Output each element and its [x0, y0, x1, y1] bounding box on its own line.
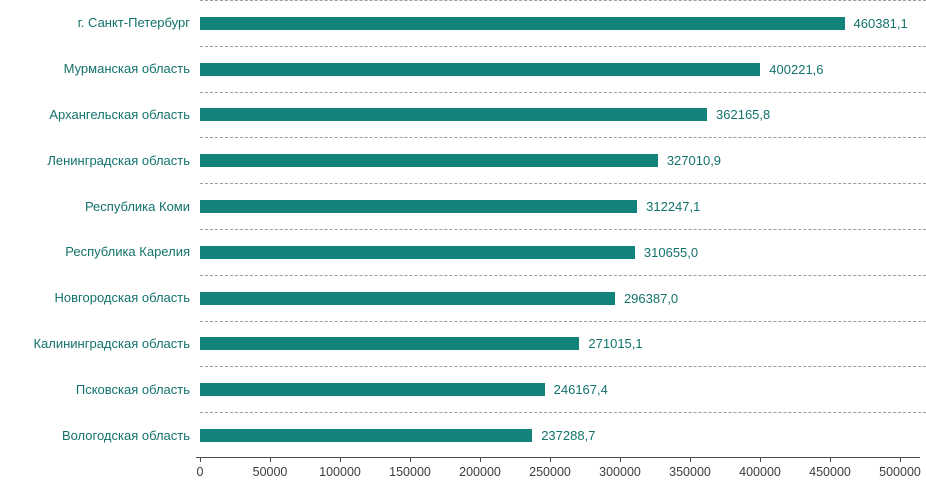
bar[interactable]	[200, 245, 635, 259]
x-tick-mark	[550, 458, 551, 462]
value-label: 362165,8	[716, 107, 771, 123]
row-plot: 310655,0	[200, 228, 926, 275]
x-tick-mark	[200, 458, 201, 462]
row-plot: 312247,1	[200, 183, 926, 229]
category-label: Калининградская область	[33, 335, 190, 351]
bar[interactable]	[200, 429, 533, 443]
value-label: 271015,1	[588, 336, 643, 352]
x-tick-label: 0	[196, 465, 204, 479]
chart-row: Псковская область 246167,4	[0, 366, 926, 412]
x-tick-mark	[270, 458, 271, 462]
bar[interactable]	[200, 16, 845, 30]
value-label: 237288,7	[541, 428, 596, 444]
bar[interactable]	[200, 337, 580, 351]
x-tick-mark	[900, 458, 901, 462]
bar[interactable]	[200, 383, 545, 397]
x-axis-line	[196, 457, 920, 458]
category-label: Псковская область	[75, 381, 190, 397]
row-plot: 246167,4	[200, 366, 926, 412]
value-label: 460381,1	[853, 15, 908, 31]
bar[interactable]	[200, 154, 658, 168]
chart-row: Ленинградская область 327010,9	[0, 137, 926, 183]
category-label: Ленинградская область	[47, 152, 190, 168]
category-label: г. Санкт-Петербург	[77, 15, 190, 31]
chart-row: Новгородская область 296387,0	[0, 274, 926, 321]
value-label: 400221,6	[769, 61, 824, 77]
x-tick-mark	[760, 458, 761, 462]
x-tick-label: 300000	[599, 465, 641, 479]
chart-row: Архангельская область 362165,8	[0, 91, 926, 138]
bar[interactable]	[200, 291, 615, 305]
x-tick-label: 100000	[319, 465, 361, 479]
x-tick-label: 350000	[669, 465, 711, 479]
x-tick-mark	[340, 458, 341, 462]
chart-row: Калининградская область 271015,1	[0, 320, 926, 367]
category-label: Мурманская область	[63, 61, 190, 77]
value-label: 327010,9	[666, 153, 722, 169]
row-plot: 327010,9	[200, 137, 926, 183]
x-tick-label: 250000	[529, 465, 571, 479]
category-label: Вологодская область	[61, 427, 190, 443]
category-label: Республика Карелия	[65, 244, 190, 260]
x-tick-mark	[620, 458, 621, 462]
x-tick-label: 400000	[739, 465, 781, 479]
chart-row: Республика Карелия 310655,0	[0, 228, 926, 275]
value-label: 246167,4	[553, 382, 608, 398]
category-label: Архангельская область	[49, 106, 190, 122]
x-tick-mark	[480, 458, 481, 462]
row-plot: 400221,6	[200, 45, 926, 92]
x-tick-label: 450000	[809, 465, 851, 479]
chart-row: г. Санкт-Петербург 460381,1	[0, 0, 926, 46]
x-tick-mark	[410, 458, 411, 462]
value-label: 310655,0	[643, 244, 699, 260]
bar[interactable]	[200, 62, 761, 76]
row-plot: 296387,0	[200, 274, 926, 321]
x-tick-label: 200000	[459, 465, 501, 479]
row-plot: 460381,1	[200, 0, 926, 46]
chart-row: Республика Коми 312247,1	[0, 183, 926, 229]
value-label: 312247,1	[646, 199, 701, 215]
bar[interactable]	[200, 108, 708, 122]
x-tick-mark	[830, 458, 831, 462]
x-tick-label: 150000	[389, 465, 431, 479]
x-axis: 0 50000 100000 150000 200000 250000 300000 3500…	[196, 458, 926, 486]
bar[interactable]	[200, 200, 638, 214]
value-label: 296387,0	[623, 290, 679, 306]
x-tick-label: 500000	[879, 465, 921, 479]
row-plot: 362165,8	[200, 91, 926, 138]
row-plot: 271015,1	[200, 320, 926, 367]
x-tick-label: 50000	[252, 465, 288, 479]
category-label: Новгородская область	[54, 290, 190, 306]
x-tick-mark	[690, 458, 691, 462]
row-plot: 237288,7	[200, 412, 926, 458]
category-label: Республика Коми	[84, 198, 190, 214]
chart-row: Мурманская область 400221,6	[0, 45, 926, 92]
chart-row: Вологодская область 237288,7	[0, 412, 926, 458]
chart-plot-area: г. Санкт-Петербург 460381,1 Мурманская обл…	[0, 0, 926, 458]
